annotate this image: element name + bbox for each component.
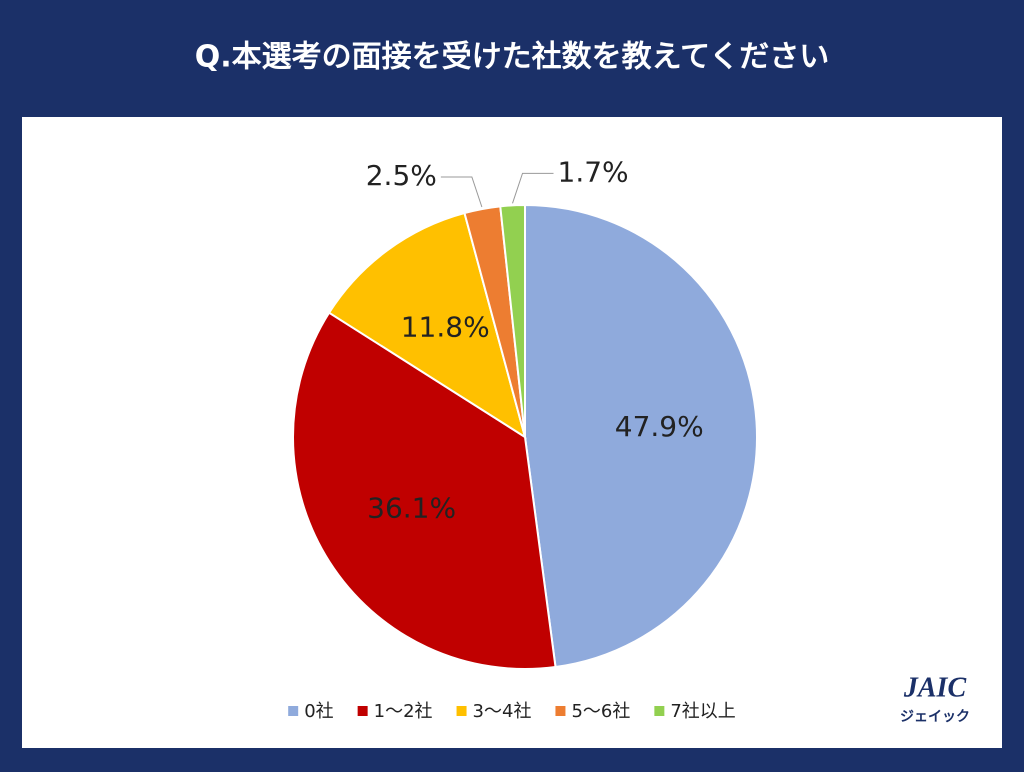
legend-marker <box>654 706 665 716</box>
pie-slice <box>327 211 527 440</box>
legend-marker <box>357 706 368 716</box>
legend-label: 3～4社 <box>473 701 532 722</box>
pie-slice <box>499 203 526 438</box>
legend-marker <box>456 706 467 716</box>
pie-slice <box>292 311 557 670</box>
leader-line <box>512 172 554 204</box>
logo-subtext: ジェイック <box>900 709 970 725</box>
chart-title: Q.本選考の面接を受けた社数を教えてください <box>195 40 830 75</box>
leader-line <box>440 176 483 208</box>
pie: 47.9% 36.1% 11.8% 2.5% 1.7% <box>292 155 758 670</box>
pie-slice <box>524 203 758 669</box>
data-label: 1.7% <box>558 155 629 188</box>
legend-label: 1～2社 <box>374 701 433 722</box>
logo-text: JAIC <box>903 672 967 703</box>
data-label: 2.5% <box>366 159 437 192</box>
legend-label: 7社以上 <box>670 701 735 722</box>
legend-marker <box>555 706 566 716</box>
legend: 0社 1～2社 3～4社 5～6社 7社以上 <box>288 701 736 722</box>
legend-label: 5～6社 <box>571 701 630 722</box>
legend-marker <box>288 706 299 716</box>
data-label: 47.9% <box>615 410 704 443</box>
data-label: 11.8% <box>401 311 490 344</box>
data-label: 36.1% <box>367 491 456 524</box>
legend-label: 0社 <box>304 701 333 722</box>
